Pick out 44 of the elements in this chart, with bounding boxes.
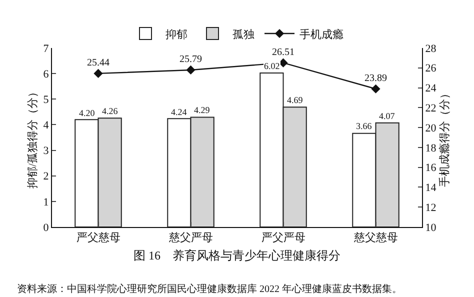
y-tick-label: 5	[43, 94, 50, 106]
data-label: 4.24	[171, 107, 188, 117]
y-tick-label: 0	[43, 222, 50, 234]
data-label: 23.89	[364, 72, 387, 84]
point	[371, 84, 380, 94]
text: 图 16 养育风格与青少年心理健康得分	[134, 248, 340, 262]
y-tick-label: 2	[43, 170, 49, 183]
legend-label: 抑郁	[166, 28, 188, 41]
data-label: 4.20	[79, 108, 96, 118]
data-label: 3.66	[356, 121, 372, 131]
y2-tick-label: 18	[425, 142, 437, 154]
x-tick-label: 慈父严母	[168, 232, 213, 244]
x-tick-label: 严父慈母	[76, 232, 120, 244]
y2-tick-label: 22	[425, 102, 436, 115]
data-label: 25.44	[87, 58, 110, 69]
data-label: 4.07	[379, 111, 396, 121]
y-tick-label: 7	[43, 42, 50, 55]
y2-tick-label: 16	[425, 162, 437, 174]
x-tick-label: 慈父慈母	[352, 232, 398, 244]
y2-tick-label: 12	[425, 202, 436, 214]
data-label: 26.51	[272, 46, 294, 58]
y-axis-title: 抑郁/孤独得分（分）	[26, 86, 39, 189]
text: 资料来源：中国科学院心理研究所国民心理健康数据库 2022 年心理健康蓝皮书数据集。	[17, 283, 402, 295]
data-label: 4.69	[287, 95, 304, 105]
y2-tick-label: 10	[425, 222, 437, 234]
data-label: 25.79	[180, 54, 202, 66]
y2-tick-label: 14	[425, 182, 437, 194]
y-tick-label: 3	[43, 145, 50, 158]
x-tick-label: 严父严母	[261, 232, 306, 244]
legend-label: 孤独	[232, 28, 254, 41]
data-label: 4.29	[194, 105, 210, 115]
point	[186, 65, 196, 75]
y2-tick-label: 24	[425, 82, 437, 95]
y-tick-label: 4	[43, 120, 50, 132]
y-tick-label: 1	[43, 196, 49, 208]
data-label: 4.26	[102, 106, 118, 116]
point	[94, 68, 103, 78]
y-tick-label: 6	[43, 68, 50, 80]
y2-axis-title: 手机成瘾得分（分）	[438, 88, 451, 187]
y2-tick-label: 28	[425, 42, 437, 55]
y2-tick-label: 26	[425, 62, 437, 75]
y2-tick-label: 20	[425, 122, 437, 134]
legend-label: 手机成瘾	[300, 28, 344, 41]
data-label: 6.02	[264, 61, 280, 71]
